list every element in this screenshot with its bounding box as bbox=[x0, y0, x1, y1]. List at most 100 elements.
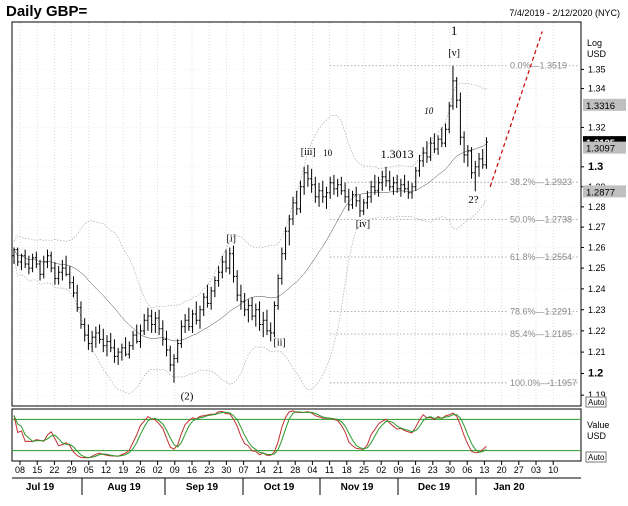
x-tick-label-4: 05 bbox=[84, 465, 94, 475]
oscillator-value-label: Value bbox=[587, 420, 609, 430]
oscillator-auto-label: Auto bbox=[588, 453, 605, 462]
price-tag-bg-0 bbox=[583, 98, 626, 111]
fib-label-1: 38.2%—1.2923 bbox=[510, 177, 572, 187]
month-label-2: Sep 19 bbox=[186, 482, 219, 493]
oscillator-unit-label: USD bbox=[587, 431, 607, 441]
auto-scale-label: Auto bbox=[588, 398, 605, 407]
month-label-6: Jan 20 bbox=[493, 482, 525, 493]
price-panel-frame bbox=[11, 21, 582, 407]
grid bbox=[13, 23, 580, 405]
x-tick-label-17: 04 bbox=[307, 465, 317, 475]
month-label-3: Oct 19 bbox=[264, 482, 295, 493]
wave-label-3: [iii] bbox=[301, 147, 316, 158]
x-tick-label-30: 03 bbox=[531, 465, 541, 475]
osc-d-line bbox=[13, 411, 487, 459]
price-tag-bg-2 bbox=[583, 141, 626, 154]
wave-labels: 1 [v] 10 [iii] 10 1.3013 [iv] 2? [i] [ii] (2) bbox=[181, 23, 479, 402]
x-tick-label-15: 21 bbox=[273, 465, 283, 475]
price-tag-3: 1.2877 bbox=[586, 187, 615, 198]
y-tick-label-1: 1.34 bbox=[588, 84, 606, 94]
x-tick-label-2: 22 bbox=[49, 465, 59, 475]
x-tick-label-22: 09 bbox=[393, 465, 403, 475]
x-tick-label-3: 29 bbox=[67, 465, 77, 475]
x-tick-label-11: 23 bbox=[204, 465, 214, 475]
month-label-0: Jul 19 bbox=[26, 482, 55, 493]
fib-label-5: 85.4%—1.2185 bbox=[510, 329, 572, 339]
x-tick-label-1: 15 bbox=[32, 465, 42, 475]
y-tick-label-10: 1.23 bbox=[588, 305, 606, 315]
x-tick-label-18: 11 bbox=[325, 465, 334, 475]
x-tick-label-12: 30 bbox=[221, 465, 231, 475]
x-tick-label-0: 08 bbox=[15, 465, 25, 475]
y-tick-label-2: 1.32 bbox=[588, 122, 606, 132]
y-tick-label-14: 1.19 bbox=[588, 390, 606, 400]
x-tick-label-13: 07 bbox=[239, 465, 249, 475]
bollinger-bands bbox=[13, 82, 487, 394]
y-tick-label-0: 1.35 bbox=[588, 64, 606, 74]
price-tag-2: 1.3097 bbox=[586, 144, 615, 155]
wave-label-9: [ii] bbox=[273, 338, 285, 349]
x-tick-label-10: 16 bbox=[187, 465, 197, 475]
y-tick-label-9: 1.24 bbox=[588, 284, 606, 294]
middle-band bbox=[13, 143, 487, 342]
y-tick-label-7: 1.26 bbox=[588, 243, 606, 253]
x-tick-label-20: 25 bbox=[359, 465, 369, 475]
fib-label-3: 61.8%—1.2554 bbox=[510, 252, 572, 262]
stochastic-oscillator bbox=[12, 410, 581, 459]
scale-label: Log bbox=[587, 38, 602, 48]
osc-k-line bbox=[13, 410, 487, 459]
x-tick-label-14: 14 bbox=[256, 465, 266, 475]
wave-label-2: 10 bbox=[424, 106, 434, 116]
date-axis: 08 15 22 29 05 12 19 26 02 09 16 23 30 07 14 21 28 04 11 18… bbox=[15, 461, 558, 495]
wave-label-8: [i] bbox=[227, 233, 236, 244]
x-tick-label-9: 09 bbox=[170, 465, 180, 475]
x-tick-label-21: 02 bbox=[376, 465, 386, 475]
x-tick-label-23: 16 bbox=[411, 465, 421, 475]
month-label-5: Dec 19 bbox=[418, 482, 451, 493]
y-tick-label-13: 1.2 bbox=[588, 368, 603, 380]
x-tick-label-24: 23 bbox=[428, 465, 438, 475]
fib-label-6: 100.0%—1.1957 bbox=[510, 378, 577, 388]
month-label-1: Aug 19 bbox=[107, 482, 141, 493]
wave-label-5: 1.3013 bbox=[381, 147, 414, 161]
wave-label-10: (2) bbox=[181, 390, 194, 402]
fib-label-0: 0.0%—1.3519 bbox=[510, 61, 567, 71]
price-tag-bg-3 bbox=[583, 185, 626, 198]
y-tick-label-8: 1.25 bbox=[588, 263, 606, 273]
price-tag-0: 1.3316 bbox=[586, 101, 615, 112]
x-tick-label-25: 30 bbox=[445, 465, 455, 475]
projection-dashed-line bbox=[489, 31, 543, 187]
x-tick-label-8: 02 bbox=[153, 465, 163, 475]
unit-label: USD bbox=[587, 49, 607, 59]
chart-title: Daily GBP= bbox=[6, 3, 88, 20]
projection-line bbox=[489, 31, 543, 187]
x-tick-label-16: 28 bbox=[290, 465, 300, 475]
candlesticks bbox=[12, 65, 488, 383]
y-tick-label-6: 1.27 bbox=[588, 222, 606, 232]
wave-label-0: 1 bbox=[451, 23, 458, 38]
x-tick-label-26: 06 bbox=[462, 465, 472, 475]
auto-scale-button[interactable]: Auto bbox=[585, 396, 607, 408]
x-tick-label-7: 26 bbox=[135, 465, 145, 475]
wave-label-4: 10 bbox=[323, 148, 333, 158]
date-range: 7/4/2019 - 2/12/2020 (NYC) bbox=[509, 8, 620, 18]
x-tick-label-28: 20 bbox=[497, 465, 507, 475]
y-tick-label-3: 1.3 bbox=[588, 161, 603, 173]
y-tick-label-11: 1.22 bbox=[588, 326, 606, 336]
fib-label-4: 78.6%—1.2291 bbox=[510, 307, 572, 317]
wave-label-7: 2? bbox=[468, 194, 479, 206]
x-tick-label-5: 12 bbox=[101, 465, 111, 475]
x-tick-label-27: 13 bbox=[479, 465, 489, 475]
oscillator-auto-button[interactable]: Auto bbox=[585, 451, 607, 463]
x-tick-label-31: 10 bbox=[548, 465, 558, 475]
y-tick-label-5: 1.28 bbox=[588, 202, 606, 212]
month-label-4: Nov 19 bbox=[341, 482, 374, 493]
upper-band bbox=[13, 82, 487, 309]
wave-label-6: [iv] bbox=[356, 219, 370, 230]
fib-label-2: 50.0%—1.2738 bbox=[510, 214, 572, 224]
oscillator-panel-frame bbox=[11, 408, 582, 462]
x-tick-label-29: 27 bbox=[514, 465, 524, 475]
price-axis: 1.351.341.321.31.291.281.271.261.251.241… bbox=[581, 64, 606, 400]
